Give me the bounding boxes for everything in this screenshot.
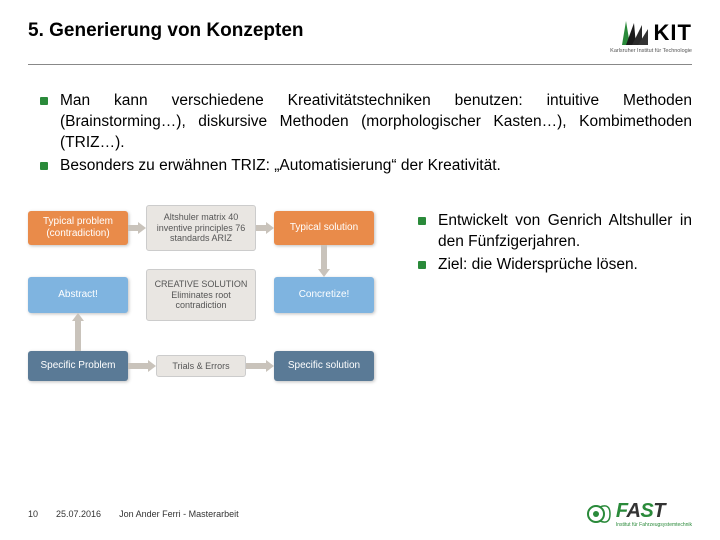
diagram-box-concretize: Concretize! [274, 277, 374, 313]
kit-subtitle: Karlsruher Institut für Technologie [610, 48, 692, 54]
slide-title: 5. Generierung von Konzepten [28, 20, 304, 42]
triz-diagram: Typical problem (contradiction)Altshuler… [28, 211, 388, 401]
footer: 10 25.07.2016 Jon Ander Ferri - Masterar… [0, 500, 720, 528]
fast-name: FAST [616, 500, 692, 523]
diagram-box-trials: Trials & Errors [156, 355, 246, 377]
bullet-item: Entwickelt von Genrich Altshuller in den… [424, 211, 692, 253]
kit-logo-top: KIT [622, 20, 692, 46]
slide: 5. Generierung von Konzepten KIT Karlsru… [0, 0, 720, 540]
fast-sub: Institut für Fahrzeugsystemtechnik [616, 523, 692, 528]
fast-text-block: FAST Institut für Fahrzeugsystemtechnik [616, 500, 692, 528]
footer-author: Jon Ander Ferri - Masterarbeit [119, 509, 239, 519]
diagram-box-specific-solution: Specific solution [274, 351, 374, 381]
kit-logo: KIT Karlsruher Institut für Technologie [610, 20, 692, 54]
mid-row: Typical problem (contradiction)Altshuler… [28, 211, 692, 401]
kit-fan-icon [622, 21, 650, 45]
footer-left: 10 25.07.2016 Jon Ander Ferri - Masterar… [28, 509, 239, 519]
bullet-item: Ziel: die Widersprüche lösen. [424, 255, 692, 276]
page-number: 10 [28, 509, 38, 519]
bullet-item: Besonders zu erwähnen TRIZ: „Automatisie… [46, 156, 692, 177]
footer-date: 25.07.2016 [56, 509, 101, 519]
side-bullets: Entwickelt von Genrich Altshuller in den… [406, 211, 692, 401]
diagram-box-typical-solution: Typical solution [274, 211, 374, 245]
fast-gear-icon [586, 503, 612, 525]
fast-logo: FAST Institut für Fahrzeugsystemtechnik [586, 500, 692, 528]
kit-name: KIT [654, 20, 692, 46]
diagram-box-creative: CREATIVE SOLUTION Eliminates root contra… [146, 269, 256, 321]
diagram-box-specific-problem: Specific Problem [28, 351, 128, 381]
diagram-box-typical-problem: Typical problem (contradiction) [28, 211, 128, 245]
diagram-box-abstract: Abstract! [28, 277, 128, 313]
header-rule [28, 64, 692, 65]
header: 5. Generierung von Konzepten KIT Karlsru… [28, 20, 692, 54]
diagram-box-altshuler: Altshuler matrix 40 inventive principles… [146, 205, 256, 251]
bullet-item: Man kann verschiedene Kreativitätstechni… [46, 91, 692, 154]
main-bullets: Man kann verschiedene Kreativitätstechni… [28, 91, 692, 177]
